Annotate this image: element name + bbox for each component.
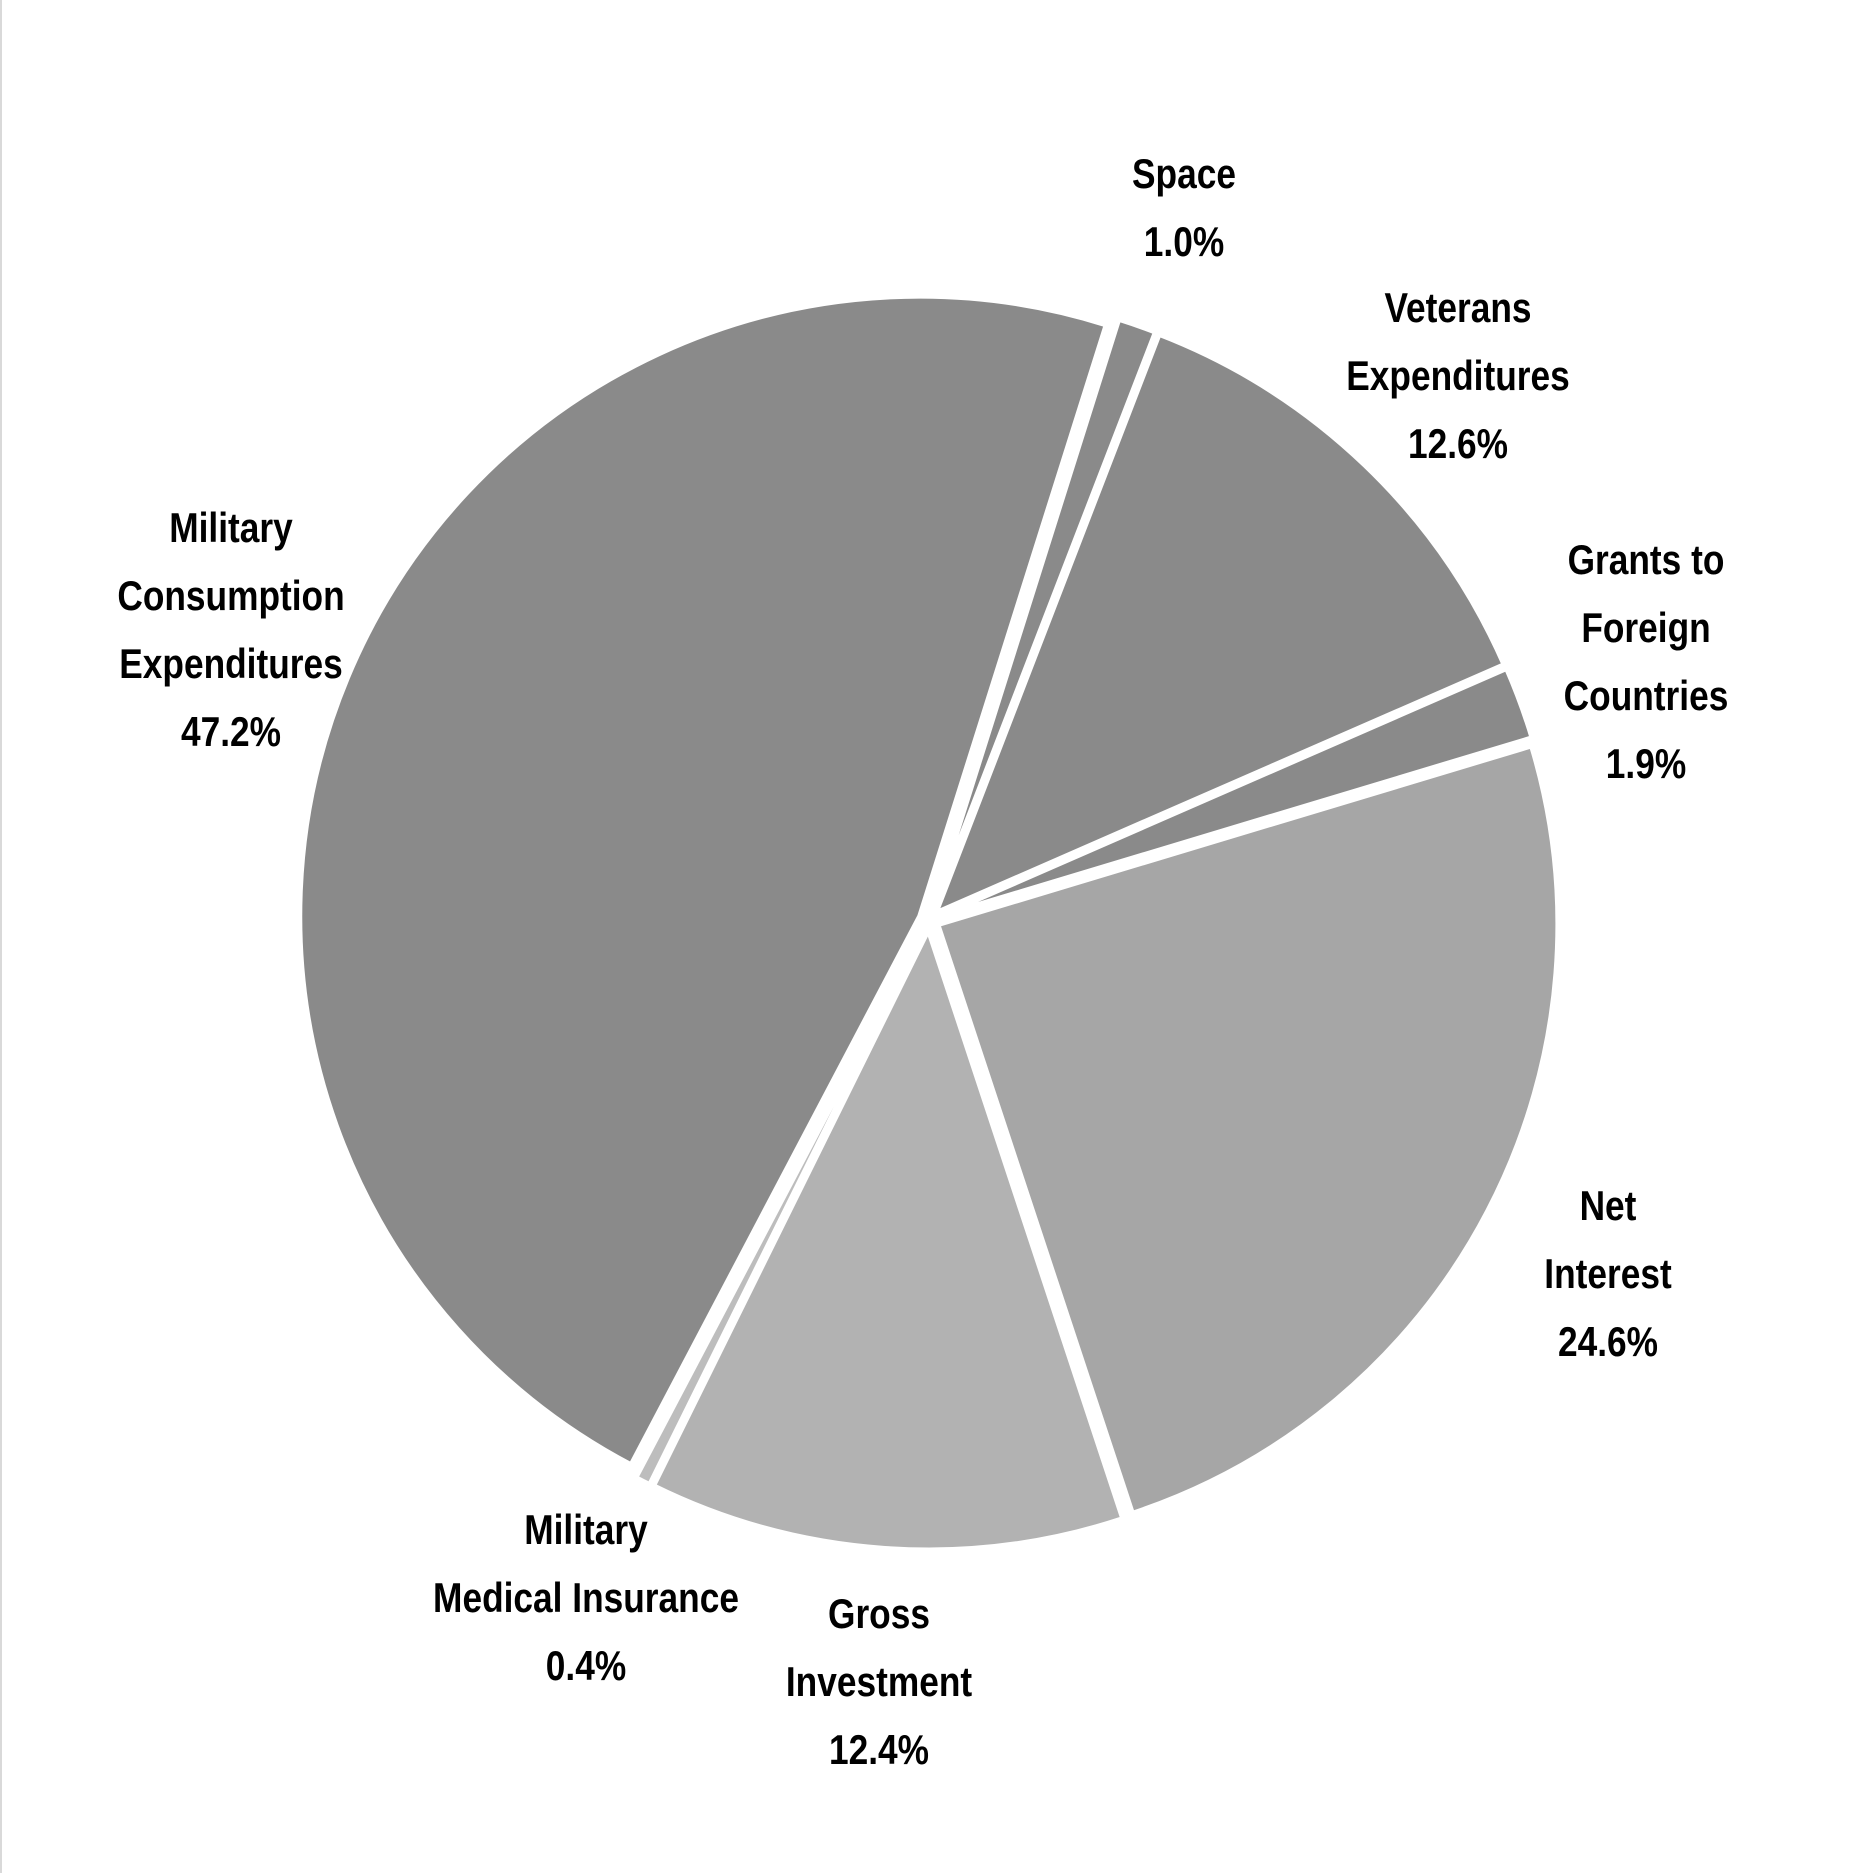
slice-label-line: Medical Insurance (433, 1574, 739, 1621)
slice-label-space: Space 1.0% (1132, 140, 1236, 276)
pie-slice-net-interest (935, 743, 1561, 1516)
slice-value-label: 1.0% (1143, 218, 1225, 265)
slice-label-military-consumption: Military Consumption Expenditures 47.2% (117, 494, 344, 766)
slice-label-line: Interest (1544, 1250, 1672, 1297)
pie-slice-gross-investment (650, 927, 1126, 1553)
slice-label-net-interest: Net Interest 24.6% (1544, 1172, 1671, 1376)
slice-label-line: Net (1579, 1182, 1637, 1229)
slice-label-line: Foreign (1581, 604, 1711, 651)
slice-label-line: Gross (828, 1590, 930, 1637)
slice-label-military-medical: Military Medical Insurance 0.4% (433, 1496, 739, 1700)
slice-label-gross-investment: Gross Investment 12.4% (786, 1580, 972, 1784)
pie-slice-grants (935, 665, 1535, 920)
slice-value-label: 1.9% (1605, 740, 1687, 787)
pie-slice-military-consumption (297, 293, 1109, 1468)
slice-label-line: Military (169, 504, 293, 551)
slice-label-line: Investment (785, 1658, 973, 1705)
pie-slice-military-medical (633, 926, 927, 1488)
slice-value-label: 12.4% (828, 1726, 930, 1773)
slice-label-line: Countries (1563, 672, 1729, 719)
slice-label-line: Expenditures (119, 640, 343, 687)
pie-slice-veterans (933, 331, 1507, 916)
slice-label-line: Military (524, 1506, 648, 1553)
slice-label-grants: Grants to Foreign Countries 1.9% (1564, 526, 1729, 798)
slice-label-line: Space (1132, 150, 1236, 197)
slice-label-veterans: Veterans Expenditures 12.6% (1346, 274, 1570, 478)
slice-label-line: Veterans (1384, 284, 1532, 331)
slice-label-line: Grants to (1567, 536, 1725, 583)
slice-value-label: 47.2% (180, 708, 282, 755)
slice-value-label: 0.4% (545, 1642, 627, 1689)
slice-label-line: Expenditures (1346, 352, 1570, 399)
slice-value-label: 24.6% (1557, 1318, 1659, 1365)
pie-slice-space (929, 316, 1158, 914)
slice-value-label: 12.6% (1407, 420, 1509, 467)
slice-label-line: Consumption (117, 572, 345, 619)
